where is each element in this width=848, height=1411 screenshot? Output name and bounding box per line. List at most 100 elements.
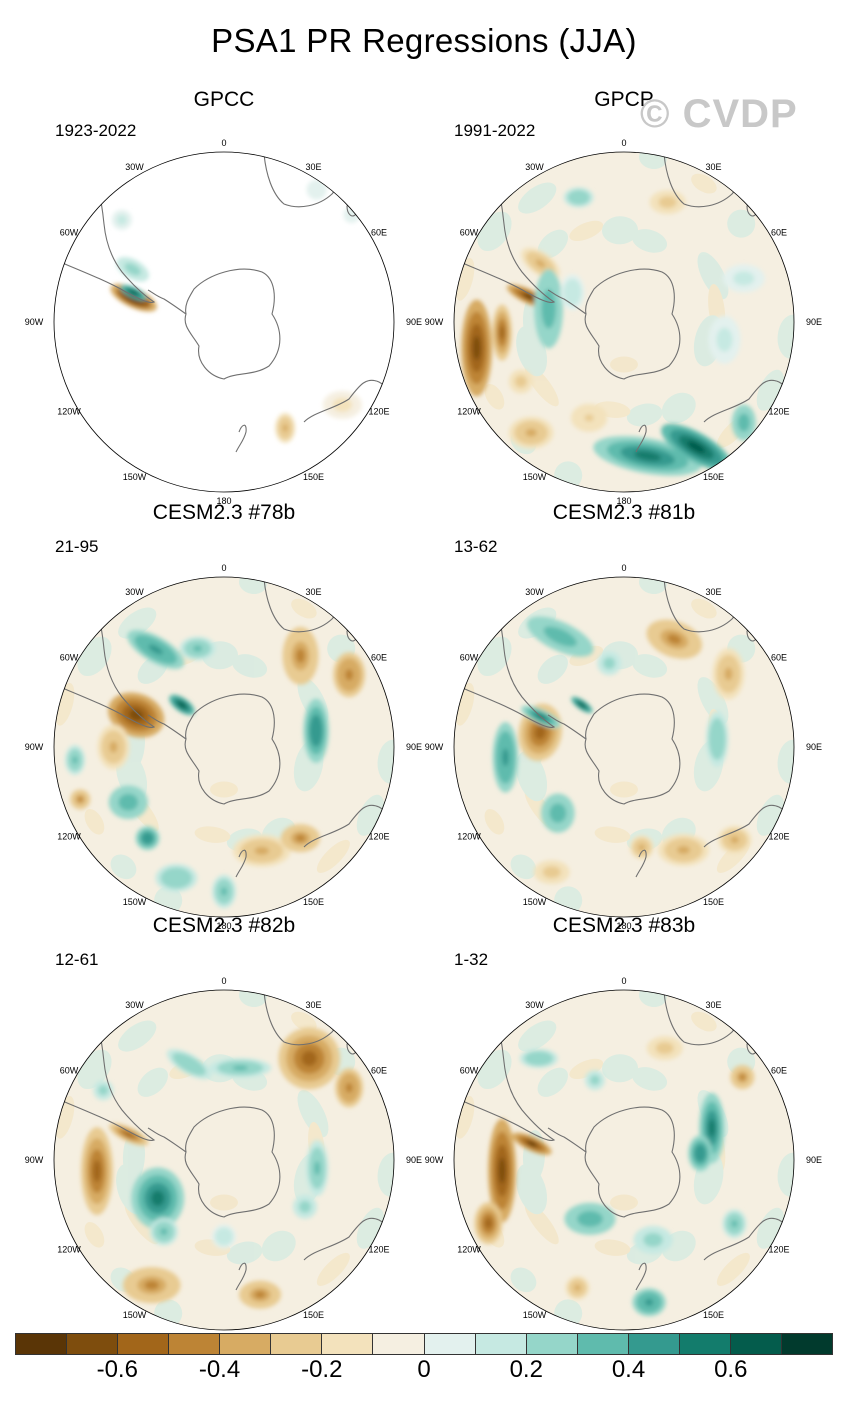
contour-patch — [523, 293, 535, 300]
contour-patch — [708, 1119, 716, 1137]
colorbar-segment — [424, 1334, 476, 1354]
south-america-outline — [59, 593, 156, 728]
longitude-label: 0 — [621, 138, 626, 148]
longitude-label: 120E — [369, 407, 390, 417]
contour-patch — [254, 846, 269, 855]
colorbar-segment — [730, 1334, 782, 1354]
panel-title: CESM2.3 #83b — [552, 914, 696, 937]
longitude-label: 120W — [57, 832, 81, 842]
contour-patch — [777, 739, 794, 784]
colorbar-segment — [322, 1334, 374, 1354]
colorbar-segment — [271, 1334, 323, 1354]
contour-patch — [119, 217, 125, 223]
new-zealand-outline — [635, 424, 647, 453]
longitude-label: 150W — [123, 1310, 147, 1320]
panel-title: CESM2.3 #82b — [152, 914, 296, 937]
longitude-label: 120E — [769, 407, 790, 417]
map-border — [453, 989, 795, 1331]
longitude-label: 0 — [621, 563, 626, 573]
polar-map: 0 30E 60E 90E 120E 150E 180 150W 120W 90W 60W 30W — [425, 138, 822, 506]
contour-patch — [314, 187, 320, 193]
map-panel-cesm-81b: CESM2.3 #81b 13-62 0 30E 60E 90E 120E 150E 180… — [414, 501, 834, 931]
contour-patch — [727, 209, 756, 238]
contour-patch — [55, 1095, 75, 1139]
antarctica-outline — [584, 1106, 681, 1218]
colorbar-segment — [526, 1334, 578, 1354]
antarctica-outline — [184, 1106, 281, 1218]
contour-patch — [610, 1194, 638, 1211]
longitude-label: 150E — [303, 1310, 324, 1320]
peninsula-outline — [147, 1127, 187, 1153]
longitude-label: 120W — [57, 1245, 81, 1255]
map-field — [454, 990, 794, 1330]
contour-patch — [569, 287, 576, 297]
contour-patch — [525, 428, 537, 437]
contour-patch — [377, 1152, 394, 1197]
longitude-label: 60E — [771, 653, 787, 663]
contour-patch — [498, 1157, 506, 1184]
longitude-label: 60W — [60, 228, 79, 238]
map-panel-gpcp: GPCP 1991-2022 0 30E 60E 90E 120E 150E 180 150W… — [414, 88, 834, 506]
contour-patch — [345, 669, 354, 681]
contour-patch — [714, 731, 720, 746]
longitude-label: 150W — [523, 1310, 547, 1320]
longitude-label: 90E — [806, 317, 822, 327]
colorbar-segment — [67, 1334, 119, 1354]
south-america-outline — [459, 168, 556, 303]
longitude-label: 0 — [221, 563, 226, 573]
contour-patch — [510, 854, 537, 880]
contour-patch — [626, 403, 663, 427]
contour-patch — [691, 173, 717, 194]
contour-patch — [221, 887, 227, 896]
contour-patch — [484, 809, 505, 835]
contour-patch — [301, 1203, 308, 1210]
south-america-outline — [459, 593, 556, 728]
longitude-label: 0 — [621, 976, 626, 986]
contour-patch — [295, 648, 305, 664]
longitude-label: 120W — [457, 1245, 481, 1255]
colorbar-segment — [220, 1334, 272, 1354]
contour-patch — [502, 748, 509, 767]
polar-map: 0 30E 60E 90E 120E 150E 180 150W 120W 90W 60W 30W — [25, 563, 422, 931]
peninsula-outline — [547, 714, 587, 740]
contour-patch — [687, 441, 706, 453]
contour-patch — [55, 682, 75, 726]
longitude-label: 150E — [703, 472, 724, 482]
longitude-label: 30W — [525, 587, 544, 597]
polar-map: 0 30E 60E 90E 120E 150E 180 150W 120W 90W 60W 30W — [25, 138, 422, 506]
contour-patch — [128, 266, 137, 273]
contour-patch — [517, 378, 524, 385]
longitude-label: 30W — [125, 587, 144, 597]
contour-patch — [499, 325, 505, 340]
contour-patch — [535, 259, 546, 268]
contour-patch — [210, 781, 238, 798]
contour-patch — [84, 809, 105, 835]
contour-patch — [594, 1239, 631, 1256]
polar-map: 0 30E 60E 90E 120E 150E 180 150W 120W 90W 60W 30W — [425, 563, 822, 931]
peninsula-outline — [547, 289, 587, 315]
contour-patch — [518, 1020, 557, 1052]
contour-patch — [739, 1074, 746, 1081]
longitude-label: 60W — [460, 653, 479, 663]
contour-patch — [663, 199, 673, 206]
contour-patch — [377, 739, 394, 784]
contour-patch — [602, 216, 638, 245]
contour-patch — [144, 1280, 159, 1290]
panel-title: CESM2.3 #81b — [552, 501, 696, 524]
contour-patch — [510, 1267, 537, 1293]
contour-patch — [644, 1298, 654, 1306]
longitude-label: 90E — [806, 742, 822, 752]
contour-patch — [661, 392, 696, 424]
panel-years: 1923-2022 — [55, 121, 137, 140]
colorbar-segment — [628, 1334, 680, 1354]
contour-patch — [594, 826, 631, 843]
contour-patch — [574, 1284, 581, 1291]
longitude-label: 150W — [523, 472, 547, 482]
panel-title: CESM2.3 #78b — [152, 501, 296, 524]
contour-patch — [667, 634, 682, 645]
contour-patch — [777, 1152, 794, 1197]
longitude-label: 30E — [705, 1000, 721, 1010]
panel-title: GPCC — [193, 88, 255, 111]
contour-patch — [345, 1082, 353, 1093]
longitude-label: 90W — [425, 1155, 444, 1165]
